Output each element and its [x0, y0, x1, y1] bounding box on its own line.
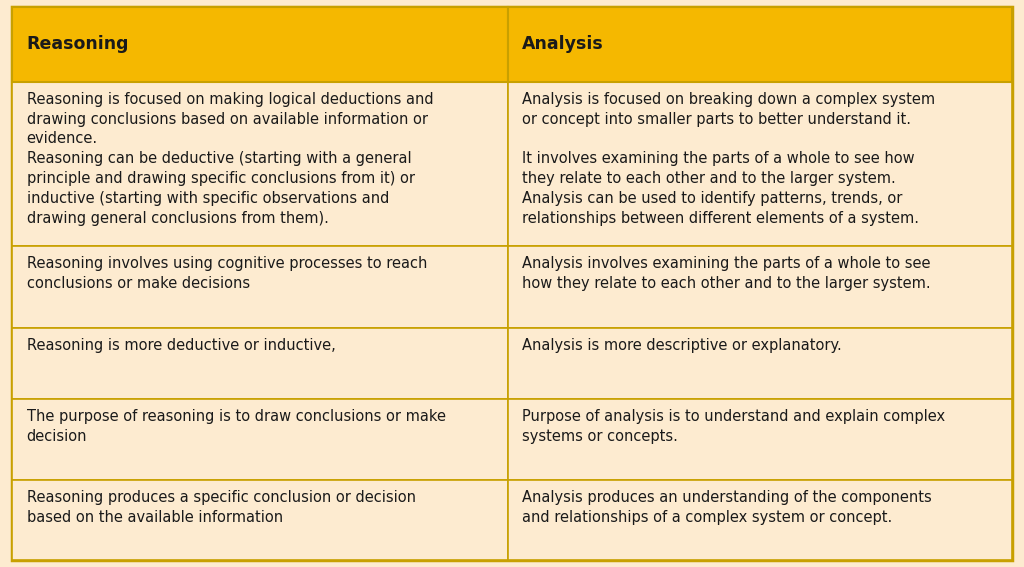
Text: Reasoning: Reasoning — [27, 35, 129, 53]
Bar — [508, 246, 1012, 328]
Text: Analysis is more descriptive or explanatory.: Analysis is more descriptive or explanat… — [522, 338, 842, 353]
Text: Reasoning is more deductive or inductive,: Reasoning is more deductive or inductive… — [27, 338, 336, 353]
Text: Analysis is focused on breaking down a complex system
or concept into smaller pa: Analysis is focused on breaking down a c… — [522, 92, 935, 226]
Text: Purpose of analysis is to understand and explain complex
systems or concepts.: Purpose of analysis is to understand and… — [522, 409, 945, 444]
Text: Analysis produces an understanding of the components
and relationships of a comp: Analysis produces an understanding of th… — [522, 490, 932, 524]
Text: Reasoning produces a specific conclusion or decision
based on the available info: Reasoning produces a specific conclusion… — [27, 490, 416, 524]
Bar — [12, 7, 508, 82]
Text: The purpose of reasoning is to draw conclusions or make
decision: The purpose of reasoning is to draw conc… — [27, 409, 445, 444]
Bar — [12, 246, 508, 328]
Bar — [12, 82, 508, 246]
Text: Analysis involves examining the parts of a whole to see
how they relate to each : Analysis involves examining the parts of… — [522, 256, 931, 291]
Bar — [12, 480, 508, 560]
Bar — [508, 480, 1012, 560]
Bar — [508, 82, 1012, 246]
Text: Analysis: Analysis — [522, 35, 604, 53]
Bar — [12, 399, 508, 480]
Bar — [508, 328, 1012, 399]
Bar — [508, 399, 1012, 480]
Text: Reasoning involves using cognitive processes to reach
conclusions or make decisi: Reasoning involves using cognitive proce… — [27, 256, 427, 291]
Bar — [508, 7, 1012, 82]
Text: Reasoning is focused on making logical deductions and
drawing conclusions based : Reasoning is focused on making logical d… — [27, 92, 433, 226]
Bar — [12, 328, 508, 399]
